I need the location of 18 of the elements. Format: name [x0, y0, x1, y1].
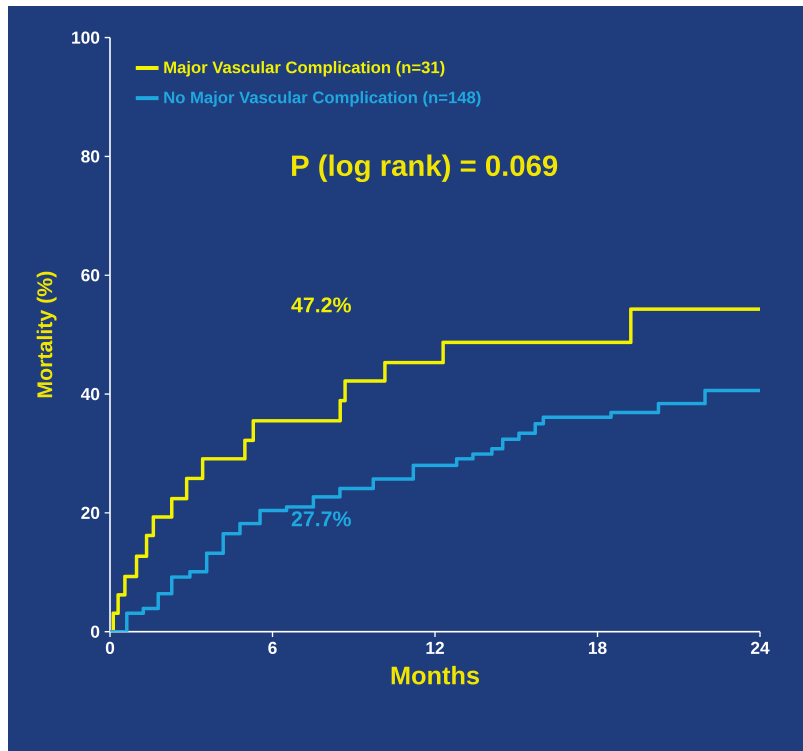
annotation: 27.7%: [292, 511, 351, 526]
legend-label: No Major Vascular Complication (n=148): [164, 91, 481, 107]
y-tick-label: 100: [72, 31, 100, 44]
y-axis-title: Mortality (%): [36, 272, 57, 398]
legend-label: Major Vascular Complication (n=31): [164, 61, 444, 77]
x-tick-label: 6: [268, 642, 277, 654]
x-tick-label: 0: [106, 642, 114, 654]
x-axis-title: Months: [392, 666, 479, 684]
x-tick-label: 12: [426, 642, 444, 654]
x-tick-label: 18: [588, 642, 607, 654]
y-tick-label: 20: [81, 506, 100, 520]
annotation: P (log rank) = 0.069: [292, 154, 558, 182]
y-tick-label: 80: [81, 150, 100, 163]
y-tick-label: 40: [80, 388, 100, 400]
x-tick-label: 24: [750, 642, 770, 654]
y-tick-label: 0: [91, 626, 100, 638]
y-tick-label: 60: [81, 269, 100, 282]
annotation: 47.2%: [291, 297, 351, 312]
